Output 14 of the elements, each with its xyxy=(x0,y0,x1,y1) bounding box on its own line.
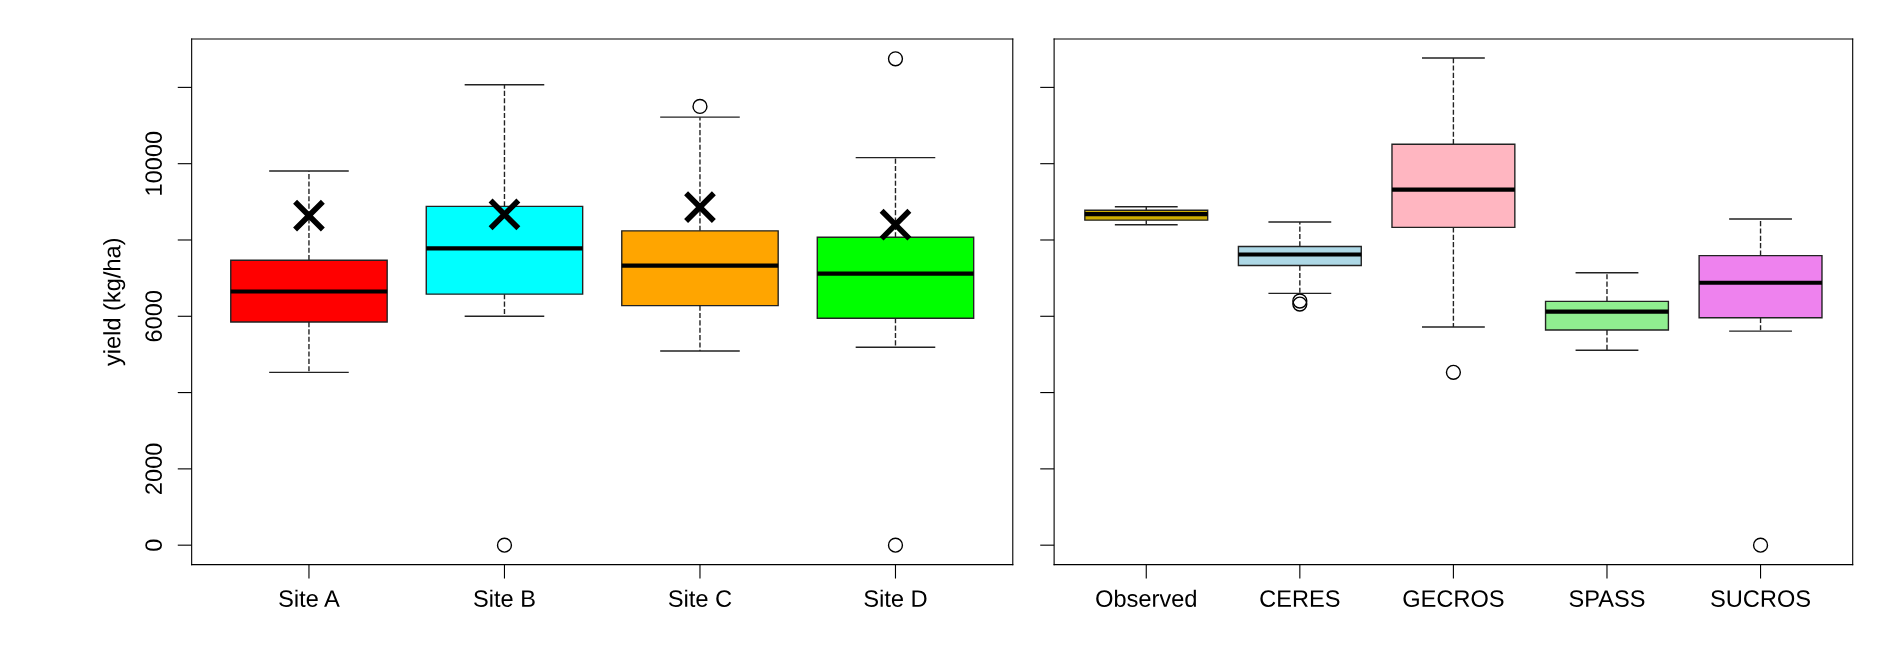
y-tick-label: 2000 xyxy=(145,443,162,494)
x-tick-label: Site B xyxy=(474,589,535,607)
y-tick-label: 10000 xyxy=(145,131,162,195)
x-tick-label: CERES xyxy=(1260,590,1340,607)
y-tick-label: 6000 xyxy=(145,290,162,342)
x-tick-label: GECROS xyxy=(1403,590,1504,607)
x-tick-label: Site D xyxy=(864,589,927,607)
x-tick-label: SUCROS xyxy=(1711,590,1810,607)
x-tick-label: SPASS xyxy=(1569,590,1645,607)
y-axis-title: yield (kg/ha) xyxy=(103,238,126,367)
y-tick-label: 0 xyxy=(145,539,162,551)
x-tick-label: Site C xyxy=(668,589,732,607)
x-tick-label: Site A xyxy=(279,589,340,607)
x-tick-label: Observed xyxy=(1096,589,1196,607)
